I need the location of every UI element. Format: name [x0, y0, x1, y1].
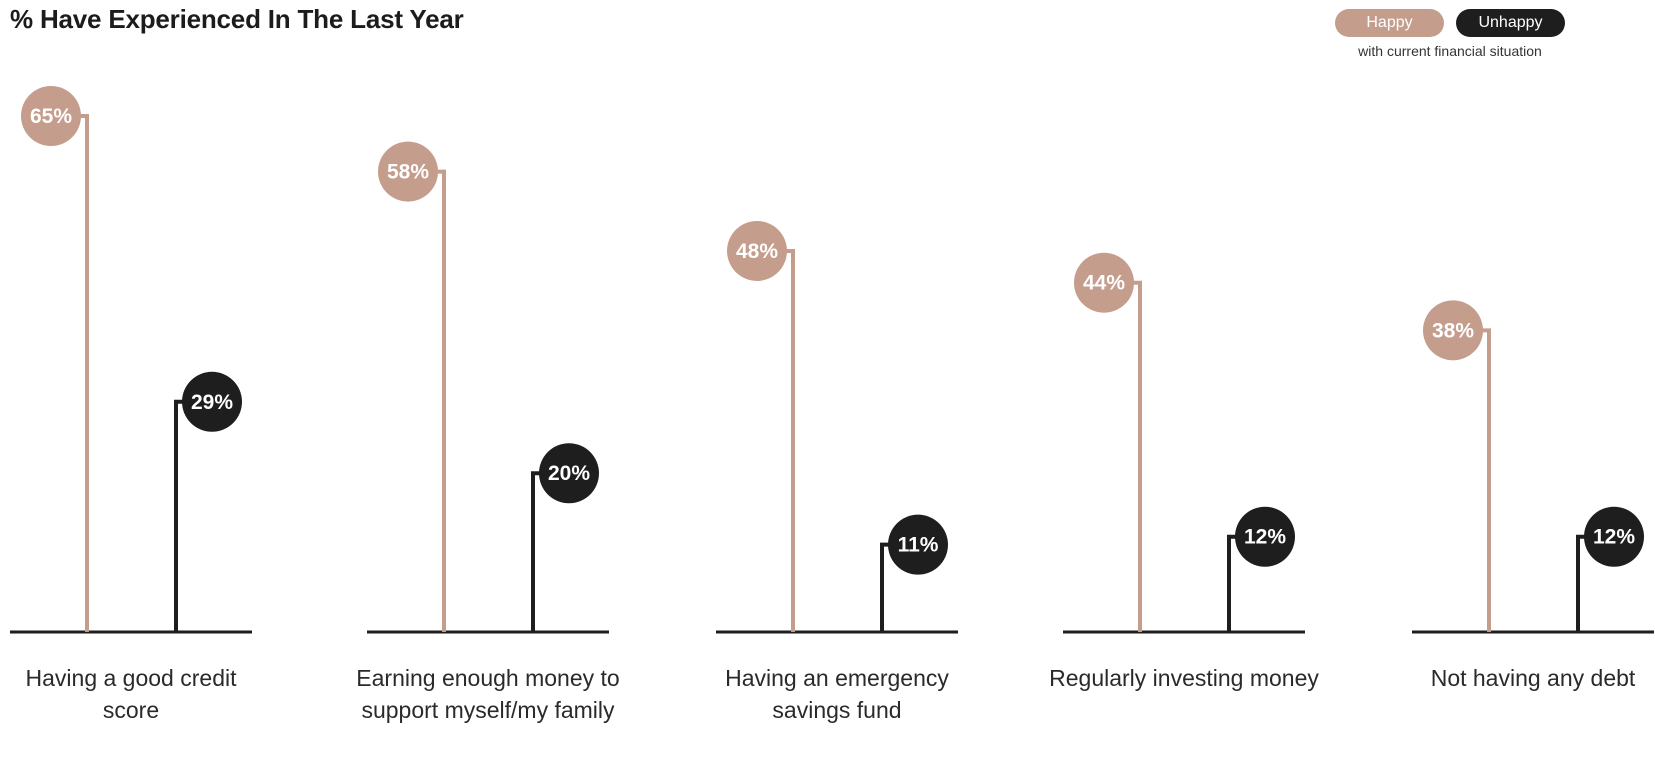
unhappy-marker-4 [1584, 506, 1644, 567]
happy-value-label-1: 58% [387, 161, 429, 184]
happy-marker-2 [727, 220, 787, 281]
category-label-0: Having a good credit score [25, 665, 237, 723]
happy-stem-1 [434, 169, 446, 632]
unhappy-marker-3 [1235, 506, 1295, 567]
happy-stem-4 [1479, 328, 1491, 632]
happy-stem-0 [77, 114, 89, 632]
unhappy-value-label-3: 12% [1244, 526, 1286, 549]
happy-marker-3 [1074, 252, 1134, 313]
happy-value-label-0: 65% [30, 105, 72, 128]
category-label-1: Earning enough money to support myself/m… [356, 665, 620, 723]
unhappy-value-label-2: 11% [898, 534, 939, 557]
unhappy-value-label-1: 20% [548, 462, 590, 485]
unhappy-stem-3 [1227, 534, 1239, 632]
legend-note: with current financial situation [1358, 43, 1542, 59]
category-label-4: Not having any debt [1430, 665, 1636, 691]
happy-marker-4 [1423, 300, 1483, 361]
unhappy-value-label-0: 29% [191, 391, 233, 414]
category-label-3: Regularly investing money [1049, 665, 1319, 691]
unhappy-marker-2 [888, 514, 948, 575]
happy-stem-3 [1130, 280, 1142, 632]
legend-unhappy: Unhappy [1456, 9, 1565, 37]
happy-value-label-2: 48% [736, 240, 778, 263]
legend: Happy Unhappy with current financial sit… [1335, 9, 1575, 59]
happy-marker-0 [21, 86, 81, 146]
unhappy-stem-4 [1576, 534, 1588, 632]
chart-title: % Have Experienced In The Last Year [10, 4, 464, 34]
unhappy-stem-1 [531, 471, 543, 632]
legend-happy: Happy [1335, 9, 1444, 37]
happy-marker-1 [378, 141, 438, 202]
unhappy-stem-0 [174, 399, 186, 632]
happy-stem-2 [783, 248, 795, 632]
unhappy-value-label-4: 12% [1593, 526, 1635, 549]
unhappy-stem-2 [880, 542, 892, 632]
category-label-2: Having an emergency savings fund [725, 665, 949, 723]
unhappy-marker-0 [182, 371, 242, 432]
happy-value-label-4: 38% [1432, 319, 1474, 342]
unhappy-marker-1 [539, 443, 599, 504]
happy-value-label-3: 44% [1083, 272, 1125, 295]
